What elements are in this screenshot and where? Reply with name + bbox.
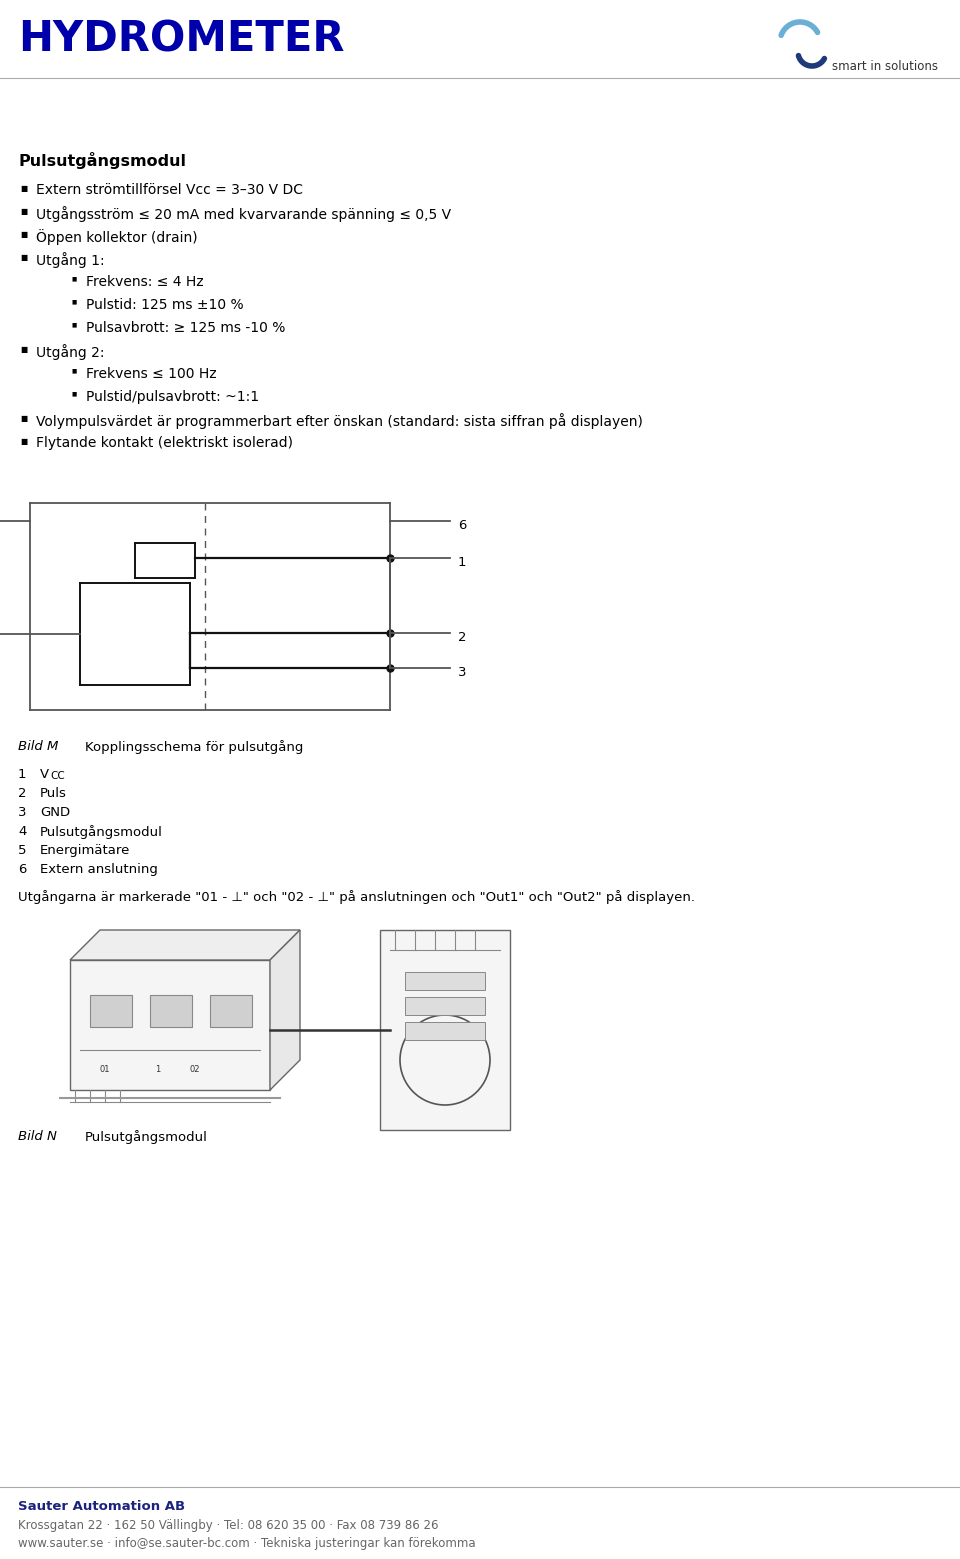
Text: Puls: Puls bbox=[40, 787, 67, 800]
Text: Frekvens: ≤ 4 Hz: Frekvens: ≤ 4 Hz bbox=[86, 274, 204, 288]
Text: Frekvens ≤ 100 Hz: Frekvens ≤ 100 Hz bbox=[86, 366, 217, 380]
Bar bbox=[380, 931, 510, 1130]
Bar bbox=[150, 995, 192, 1027]
Bar bbox=[90, 995, 132, 1027]
Text: Utgångsström ≤ 20 mA med kvarvarande spänning ≤ 0,5 V: Utgångsström ≤ 20 mA med kvarvarande spä… bbox=[36, 206, 451, 221]
Text: ■: ■ bbox=[20, 345, 27, 354]
Text: Pulstid: 125 ms ±10 %: Pulstid: 125 ms ±10 % bbox=[86, 298, 244, 312]
Text: Bild N: Bild N bbox=[18, 1130, 57, 1143]
Text: Flytande kontakt (elektriskt isolerad): Flytande kontakt (elektriskt isolerad) bbox=[36, 437, 293, 451]
Text: 2: 2 bbox=[458, 631, 467, 644]
Text: Utgång 1:: Utgång 1: bbox=[36, 253, 105, 268]
Bar bbox=[405, 971, 485, 990]
Text: ■: ■ bbox=[20, 415, 27, 422]
Text: Utgång 2:: Utgång 2: bbox=[36, 345, 105, 360]
Text: smart in solutions: smart in solutions bbox=[832, 59, 938, 73]
Text: Pulsutgångsmodul: Pulsutgångsmodul bbox=[85, 1130, 208, 1144]
Text: Extern strömtillförsel Vcc = 3–30 V DC: Extern strömtillförsel Vcc = 3–30 V DC bbox=[36, 182, 303, 196]
Text: ■: ■ bbox=[72, 391, 77, 396]
Text: Volympulsvärdet är programmerbart efter önskan (standard: sista siffran på displ: Volympulsvärdet är programmerbart efter … bbox=[36, 413, 643, 429]
Text: Extern anslutning: Extern anslutning bbox=[40, 864, 157, 876]
Text: ■: ■ bbox=[72, 368, 77, 373]
Text: ■: ■ bbox=[72, 276, 77, 281]
Text: 2: 2 bbox=[18, 787, 27, 800]
Bar bbox=[210, 995, 252, 1027]
Text: 01: 01 bbox=[100, 1065, 110, 1074]
Text: Sauter Automation AB: Sauter Automation AB bbox=[18, 1500, 185, 1512]
Text: www.sauter.se · info@se.sauter-bc.com · Tekniska justeringar kan förekomma: www.sauter.se · info@se.sauter-bc.com · … bbox=[18, 1537, 475, 1550]
Text: 1: 1 bbox=[18, 769, 27, 781]
Text: ■: ■ bbox=[72, 299, 77, 304]
Text: 4: 4 bbox=[18, 825, 26, 839]
Text: Energimätare: Energimätare bbox=[40, 843, 131, 857]
Text: ■: ■ bbox=[20, 184, 27, 193]
Text: Krossgatan 22 · 162 50 Vällingby · Tel: 08 620 35 00 · Fax 08 739 86 26: Krossgatan 22 · 162 50 Vällingby · Tel: … bbox=[18, 1518, 439, 1532]
Text: CC: CC bbox=[50, 772, 64, 781]
Text: 3: 3 bbox=[18, 806, 27, 818]
Text: 5: 5 bbox=[18, 843, 27, 857]
Text: ■: ■ bbox=[20, 437, 27, 446]
Text: HYDROMETER: HYDROMETER bbox=[18, 19, 345, 59]
Text: Bild M: Bild M bbox=[18, 741, 59, 753]
Text: 6: 6 bbox=[18, 864, 26, 876]
Text: ■: ■ bbox=[20, 231, 27, 239]
Text: Kopplingsschema för pulsutgång: Kopplingsschema för pulsutgång bbox=[85, 741, 303, 755]
Bar bbox=[405, 1023, 485, 1040]
Bar bbox=[70, 960, 270, 1090]
Text: Öppen kollektor (drain): Öppen kollektor (drain) bbox=[36, 229, 198, 245]
Text: 3: 3 bbox=[458, 666, 467, 680]
Polygon shape bbox=[70, 931, 300, 960]
Text: Pulsavbrott: ≥ 125 ms -10 %: Pulsavbrott: ≥ 125 ms -10 % bbox=[86, 321, 285, 335]
Text: 02: 02 bbox=[190, 1065, 201, 1074]
Text: Pulstid/pulsavbrott: ~1:1: Pulstid/pulsavbrott: ~1:1 bbox=[86, 390, 259, 404]
Text: Pulsutgångsmodul: Pulsutgångsmodul bbox=[18, 151, 186, 168]
Text: V: V bbox=[40, 769, 49, 781]
Text: Utgångarna är markerade "01 - ⊥" och "02 - ⊥" på anslutningen och "Out1" och "Ou: Utgångarna är markerade "01 - ⊥" och "02… bbox=[18, 890, 695, 904]
Text: Pulsutgångsmodul: Pulsutgångsmodul bbox=[40, 825, 163, 839]
Text: ■: ■ bbox=[20, 253, 27, 262]
Text: 1: 1 bbox=[155, 1065, 160, 1074]
Text: 1: 1 bbox=[458, 557, 467, 569]
Text: ■: ■ bbox=[20, 207, 27, 217]
Text: 6: 6 bbox=[458, 519, 467, 532]
Bar bbox=[405, 998, 485, 1015]
Polygon shape bbox=[270, 931, 300, 1090]
Text: GND: GND bbox=[40, 806, 70, 818]
Text: ■: ■ bbox=[72, 323, 77, 327]
